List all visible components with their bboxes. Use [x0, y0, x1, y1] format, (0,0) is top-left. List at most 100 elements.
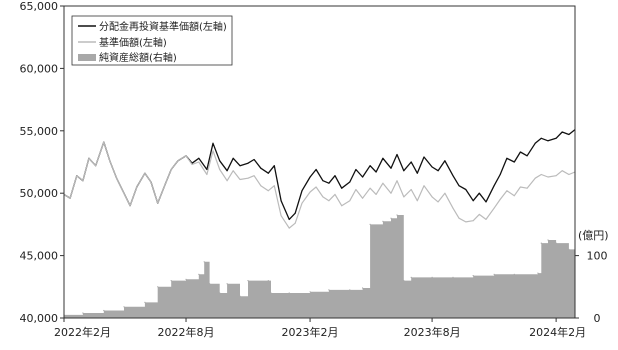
left-axis-tick-label: 40,000 — [20, 312, 59, 325]
net-assets-point-35 — [547, 239, 549, 241]
nav-line-point-61 — [478, 213, 480, 215]
x-axis-tick-label: 2022年8月 — [158, 325, 215, 339]
nav-line-point-30 — [267, 190, 269, 192]
net-assets-point-14 — [247, 280, 249, 282]
reinvested-nav-line-point-55 — [437, 170, 439, 172]
nav-line-point-55 — [437, 201, 439, 203]
net-assets-point-9 — [203, 261, 205, 263]
net-assets-point-28 — [431, 276, 433, 278]
nav-line-point-40 — [334, 193, 336, 195]
nav-line-point-14 — [157, 202, 159, 204]
nav-line-point-52 — [416, 200, 418, 202]
nav-line-point-60 — [472, 220, 474, 222]
net-assets-point-29 — [452, 276, 454, 278]
reinvested-nav-line-point-25 — [232, 157, 234, 159]
nav-line-point-5 — [95, 165, 97, 167]
nav-line-point-39 — [328, 200, 330, 202]
net-assets-point-33 — [537, 272, 539, 274]
reinvested-nav-line-point-45 — [369, 165, 371, 167]
net-assets-point-27 — [410, 276, 412, 278]
nav-line-point-62 — [485, 218, 487, 220]
right-axis: 0 100 — [575, 250, 608, 325]
reinvested-nav-line-point-22 — [212, 142, 214, 144]
reinvested-nav-line — [63, 129, 576, 221]
reinvested-nav-line-point-49 — [396, 154, 398, 155]
legend: 分配金再投資基準価額(左軸) 基準価額(左軸) 純資産総額(右軸) — [71, 15, 233, 66]
nav-line-point-59 — [465, 221, 467, 223]
net-assets-point-2 — [103, 309, 105, 312]
legend-label-net-assets: 純資産総額(右軸) — [99, 51, 177, 64]
reinvested-nav-line-point-64 — [499, 174, 501, 175]
nav-line-point-33 — [288, 227, 290, 229]
nav-line-point-12 — [144, 172, 146, 174]
nav-line-point-50 — [403, 196, 405, 198]
nav-line-point-37 — [315, 186, 317, 188]
reinvested-nav-line-point-50 — [403, 170, 405, 172]
reinvested-nav-line-point-63 — [493, 185, 495, 187]
nav-line-point-66 — [513, 195, 515, 197]
legend-label-reinvested: 分配金再投資基準価額(左軸) — [99, 20, 227, 33]
net-assets-point-37 — [568, 248, 570, 250]
net-assets-point-4 — [144, 301, 146, 303]
left-axis-tick-label: 45,000 — [20, 250, 59, 263]
net-assets-point-25 — [396, 214, 398, 216]
reinvested-nav-line-point-31 — [273, 165, 275, 167]
plot-frame — [63, 5, 576, 319]
nav-line-point-45 — [369, 187, 371, 189]
nav-line-point-64 — [499, 198, 501, 200]
nav-line-point-15 — [164, 184, 166, 185]
reinvested-nav-line-point-40 — [334, 175, 336, 177]
net-assets-point-6 — [170, 280, 172, 282]
nav-line-point-68 — [526, 187, 528, 189]
nav-line-point-3 — [82, 180, 84, 182]
x-axis-tick-label: 2024年2月 — [529, 325, 586, 339]
nav-line-point-7 — [109, 160, 111, 162]
reinvested-nav-line-point-41 — [341, 187, 343, 189]
net-assets-point-18 — [309, 291, 311, 293]
reinvested-nav-line-point-71 — [547, 140, 549, 142]
nav-line-point-48 — [390, 192, 392, 194]
nav-line-point-8 — [116, 177, 118, 179]
reinvested-nav-line-point-61 — [478, 192, 480, 194]
nav-line — [63, 141, 576, 229]
reinvested-nav-line-point-68 — [526, 155, 528, 157]
nav-line-point-13 — [150, 181, 152, 183]
reinvested-nav-line-point-38 — [322, 180, 324, 182]
legend-label-nav: 基準価額(左軸) — [99, 36, 167, 49]
nav-line-point-20 — [198, 161, 200, 163]
nav-line-point-73 — [561, 170, 563, 172]
nav-line-point-10 — [129, 205, 131, 207]
reinvested-nav-line-point-53 — [423, 156, 425, 158]
reinvested-nav-line-point-57 — [452, 175, 454, 177]
reinvested-nav-line-point-28 — [253, 159, 255, 160]
left-axis-tick-label: 65,000 — [20, 0, 59, 13]
nav-line-point-74 — [568, 174, 570, 175]
net-assets-point-15 — [267, 280, 269, 282]
nav-line-point-6 — [103, 141, 105, 143]
reinvested-nav-line-point-58 — [458, 185, 460, 187]
reinvested-nav-line-point-30 — [267, 172, 269, 174]
right-axis-unit-label: (億円) — [578, 229, 609, 242]
reinvested-nav-line-point-29 — [260, 167, 262, 169]
reinvested-nav-line-point-67 — [519, 151, 521, 153]
reinvested-nav-line-point-56 — [444, 160, 446, 162]
reinvested-nav-line-point-74 — [568, 134, 570, 135]
left-axis-tick-label: 50,000 — [20, 187, 59, 200]
right-axis-tick-label: 100 — [587, 250, 608, 263]
net-assets-point-8 — [198, 273, 200, 275]
x-axis: 2022年2月 2022年8月 2023年2月 2023年8月 2024年2月 — [54, 318, 586, 339]
reinvested-nav-line-point-37 — [315, 169, 317, 170]
nav-line-point-44 — [362, 197, 364, 199]
reinvested-nav-line-point-39 — [328, 182, 330, 184]
nav-line-point-71 — [547, 176, 549, 178]
nav-line-point-41 — [341, 205, 343, 207]
net-assets-point-17 — [288, 292, 290, 294]
area-layer — [63, 214, 576, 318]
reinvested-nav-line-point-27 — [247, 162, 249, 164]
net-assets-point-22 — [369, 223, 371, 225]
nav-line-point-57 — [452, 207, 454, 209]
nav-line-point-72 — [555, 175, 557, 177]
nav-line-point-56 — [444, 192, 446, 194]
left-axis-tick-label: 55,000 — [20, 125, 59, 138]
reinvested-nav-line-point-42 — [349, 181, 351, 183]
